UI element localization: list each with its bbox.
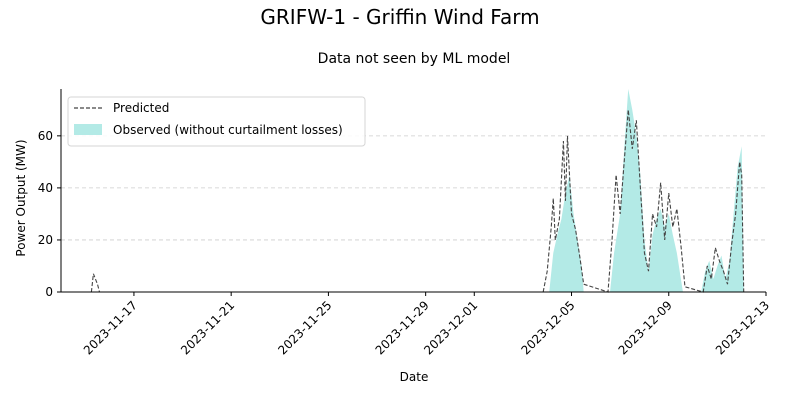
- x-tick-label: 2023-11-21: [178, 298, 237, 357]
- legend-predicted-label: Predicted: [113, 101, 169, 115]
- observed-area-segment: [610, 89, 683, 292]
- grid: [61, 135, 766, 241]
- observed-area-segment: [701, 146, 744, 292]
- y-tick-label: 60: [38, 129, 53, 143]
- chart-title: GRIFW-1 - Griffin Wind Farm: [260, 5, 539, 29]
- x-tick-label: 2023-11-17: [81, 298, 140, 357]
- x-tick-label: 2023-12-05: [518, 298, 577, 357]
- x-tick-label: 2023-12-09: [616, 298, 675, 357]
- x-tick-label: 2023-11-25: [275, 298, 334, 357]
- y-tick-label: 40: [38, 181, 53, 195]
- chart-subtitle: Data not seen by ML model: [318, 51, 511, 67]
- y-tick-label: 20: [38, 233, 53, 247]
- y-axis-title: Power Output (MW): [14, 139, 28, 256]
- x-axis-title: Date: [400, 370, 429, 384]
- legend: Predicted Observed (without curtailment …: [67, 96, 366, 147]
- y-tick-label: 0: [45, 285, 53, 299]
- predicted-line-segment: [90, 273, 101, 293]
- predicted-series: [90, 109, 745, 293]
- y-axis-ticks: 0 20 40 60: [38, 129, 61, 299]
- observed-area-segment: [549, 174, 584, 292]
- legend-observed-label: Observed (without curtailment losses): [113, 123, 343, 137]
- observed-series: [549, 89, 744, 292]
- predicted-line-segment: [542, 109, 745, 293]
- legend-observed-swatch: [74, 124, 102, 135]
- x-tick-label: 2023-12-13: [713, 298, 772, 357]
- x-axis-ticks: 2023-11-17 2023-11-21 2023-11-25 2023-11-29…: [81, 292, 772, 357]
- legend-frame: [67, 96, 366, 147]
